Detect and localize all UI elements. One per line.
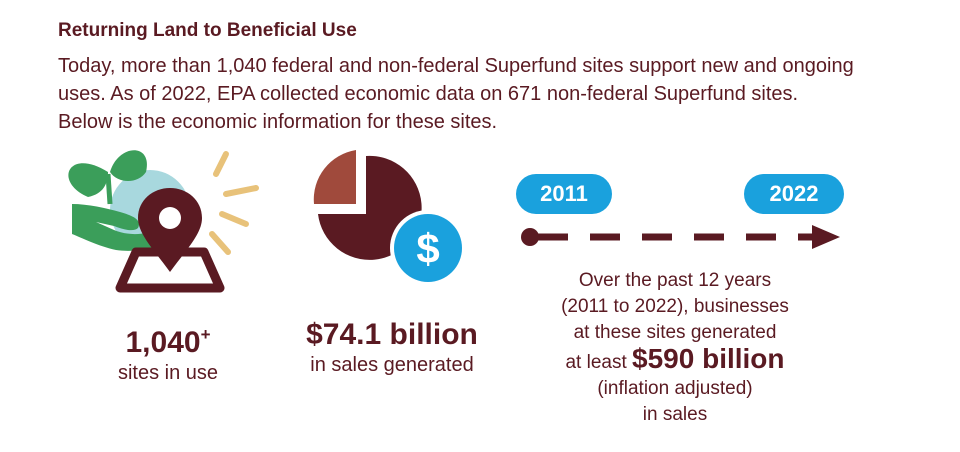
start-year-badge: 2011	[516, 174, 612, 214]
timeline-total-sales: $590 billion	[632, 343, 785, 374]
stat-sales-value: $74.1 billion	[306, 318, 478, 351]
timeline-line-1: Over the past 12 years	[578, 270, 772, 291]
pie-chart-dollar-icon: $	[313, 150, 466, 286]
intro-paragraph: Today, more than 1,040 federal and non-f…	[58, 55, 854, 133]
timeline-arrow-icon	[521, 225, 840, 249]
timeline-line-2: (2011 to 2022), businesses	[561, 296, 789, 317]
timeline-line-5: (inflation adjusted)	[597, 378, 753, 399]
stat-sales: $74.1 billion in sales generated	[292, 318, 492, 378]
stat-sites-in-use: 1,040+ sites in use	[88, 318, 248, 386]
timeline-line-6: in sales	[642, 404, 708, 425]
timeline-line-3: at these sites generated	[573, 322, 777, 343]
timeline-line-4: at least $590 billion	[520, 343, 830, 376]
timeline-description: Over the past 12 years (2011 to 2022), b…	[520, 268, 830, 428]
stat-sites-label: sites in use	[117, 362, 219, 384]
end-year-badge: 2022	[744, 174, 844, 214]
timeline-line-4-prefix: at least	[565, 352, 633, 373]
stat-sites-value: 1,040	[125, 326, 201, 359]
stat-sites-suffix: +	[200, 325, 211, 344]
hand-plant-location-icon	[68, 150, 259, 293]
stat-sales-label: in sales generated	[310, 354, 474, 376]
stat-sites-number: 1,040+	[88, 318, 248, 360]
svg-text:$: $	[416, 225, 439, 272]
page-title: Returning Land to Beneficial Use	[58, 20, 357, 41]
